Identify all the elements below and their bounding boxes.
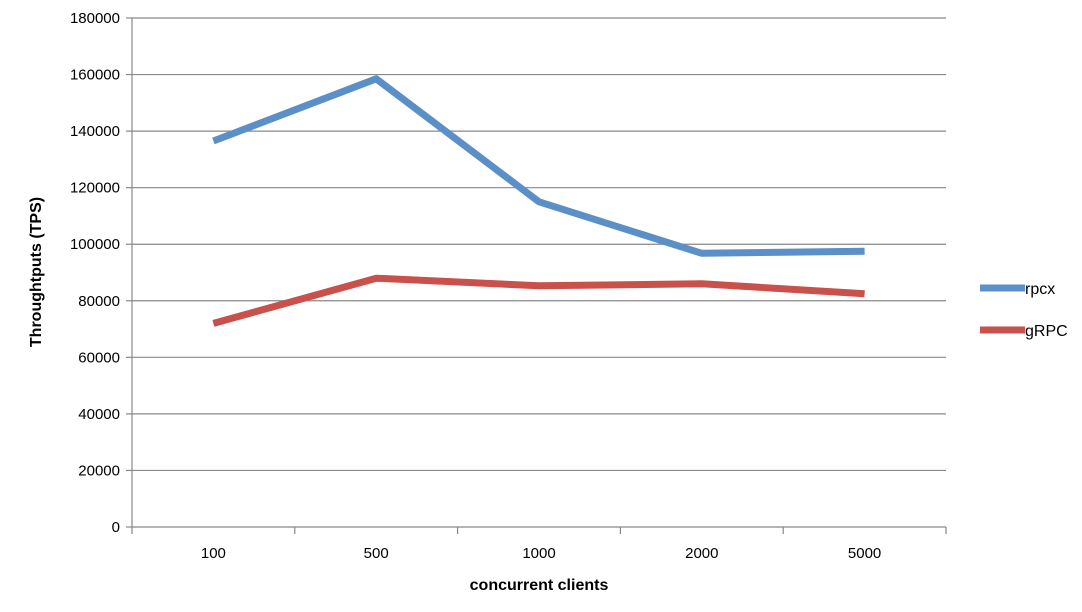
legend-label-rpcx: rpcx bbox=[1025, 281, 1055, 298]
y-tick-label: 60000 bbox=[78, 349, 120, 366]
y-tick-labels: 0 20000 40000 60000 80000 100000 120000 140000 1… bbox=[70, 10, 120, 536]
y-tick-label: 20000 bbox=[78, 462, 120, 479]
y-tick-label: 80000 bbox=[78, 293, 120, 310]
x-tick-label: 500 bbox=[364, 545, 389, 562]
gridlines bbox=[132, 17, 946, 472]
x-tick-label: 1000 bbox=[522, 545, 555, 562]
series-line-rpcx bbox=[212, 75, 865, 257]
x-tick-labels: 100 500 1000 2000 5000 bbox=[201, 545, 881, 562]
y-axis-label: Throughtputs (TPS) bbox=[28, 197, 45, 347]
legend: rpcx gRPC bbox=[980, 281, 1068, 340]
x-tick-label: 5000 bbox=[848, 545, 881, 562]
y-tick-label: 140000 bbox=[70, 123, 120, 140]
legend-label-grpc: gRPC bbox=[1025, 323, 1068, 340]
y-tick-label: 0 bbox=[112, 519, 120, 536]
y-tick-label: 100000 bbox=[70, 236, 120, 253]
axes bbox=[126, 17, 947, 534]
series-lines bbox=[212, 75, 865, 327]
x-tick-label: 100 bbox=[201, 545, 226, 562]
y-tick-label: 160000 bbox=[70, 67, 120, 84]
y-tick-label: 40000 bbox=[78, 406, 120, 423]
x-tick-label: 2000 bbox=[685, 545, 718, 562]
series-line-grpc bbox=[212, 274, 865, 327]
y-tick-label: 180000 bbox=[70, 10, 120, 27]
y-tick-label: 120000 bbox=[70, 180, 120, 197]
x-axis-label: concurrent clients bbox=[470, 577, 609, 594]
